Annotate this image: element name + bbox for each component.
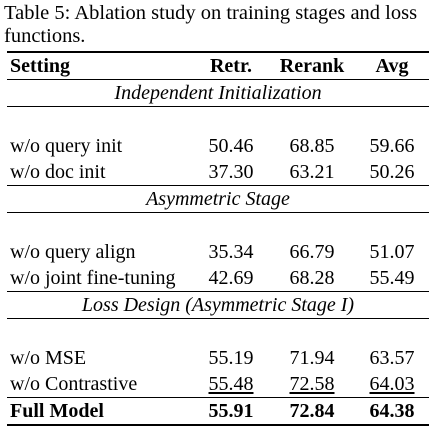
row-avg: 64.38 [355, 397, 429, 426]
row-retr: 55.19 [208, 347, 254, 369]
table-row: w/o query init 50.46 68.85 59.66 [7, 133, 429, 159]
row-setting: w/o MSE [10, 347, 87, 369]
row-retr: 37.30 [208, 161, 254, 183]
row-avg: 55.49 [369, 267, 415, 289]
section-title: Asymmetric Stage [7, 185, 429, 213]
section-row-independent-initialization: Independent Initialization [7, 79, 429, 107]
section-divider [7, 318, 429, 345]
header-retr: Retr. [193, 51, 269, 80]
ablation-table: Setting Retr. Rerank Avg Independent Ini… [7, 51, 429, 426]
ablation-table-figure: Table 5: Ablation study on training stag… [4, 2, 434, 426]
table-caption: Table 5: Ablation study on training stag… [4, 2, 434, 48]
table-row: w/o Contrastive 55.48 72.58 64.03 [7, 371, 429, 398]
row-rerank: 66.79 [289, 241, 335, 263]
row-retr: 55.91 [193, 397, 269, 426]
row-avg: 50.26 [369, 161, 415, 183]
header-setting: Setting [7, 51, 193, 80]
section-divider [7, 106, 429, 133]
table-row: w/o MSE 55.19 71.94 63.57 [7, 345, 429, 371]
table-row: w/o query align 35.34 66.79 51.07 [7, 239, 429, 265]
header-rerank: Rerank [269, 51, 355, 80]
row-rerank-underlined: 72.58 [289, 373, 335, 395]
row-avg: 59.66 [369, 135, 415, 157]
header-avg: Avg [355, 51, 429, 80]
row-setting: w/o query align [10, 241, 136, 263]
row-avg: 63.57 [369, 347, 415, 369]
row-retr: 42.69 [208, 267, 254, 289]
section-divider [7, 212, 429, 239]
row-avg-underlined: 64.03 [369, 373, 415, 395]
row-setting: w/o joint fine-tuning [10, 267, 176, 289]
row-setting: w/o Contrastive [10, 373, 138, 395]
row-rerank: 68.85 [289, 135, 335, 157]
section-title: Loss Design (Asymmetric Stage I) [7, 291, 429, 319]
row-rerank: 63.21 [289, 161, 335, 183]
header-row: Setting Retr. Rerank Avg [7, 51, 429, 80]
row-retr: 50.46 [208, 135, 254, 157]
row-retr-underlined: 55.48 [208, 373, 254, 395]
section-row-asymmetric-stage: Asymmetric Stage [7, 185, 429, 213]
full-model-row: Full Model 55.91 72.84 64.38 [7, 397, 429, 426]
caption-text: Ablation study on training stages and lo… [4, 2, 418, 47]
row-rerank: 71.94 [289, 347, 335, 369]
table-row: w/o joint fine-tuning 42.69 68.28 55.49 [7, 265, 429, 292]
caption-label: Table 5: [4, 2, 71, 24]
row-setting: Full Model [7, 397, 193, 426]
row-setting: w/o query init [10, 135, 123, 157]
row-avg: 51.07 [369, 241, 415, 263]
row-rerank: 68.28 [289, 267, 335, 289]
section-row-loss-design: Loss Design (Asymmetric Stage I) [7, 291, 429, 319]
row-setting: w/o doc init [10, 161, 106, 183]
section-title: Independent Initialization [7, 79, 429, 107]
table-row: w/o doc init 37.30 63.21 50.26 [7, 159, 429, 186]
row-rerank: 72.84 [269, 397, 355, 426]
row-retr: 35.34 [208, 241, 254, 263]
